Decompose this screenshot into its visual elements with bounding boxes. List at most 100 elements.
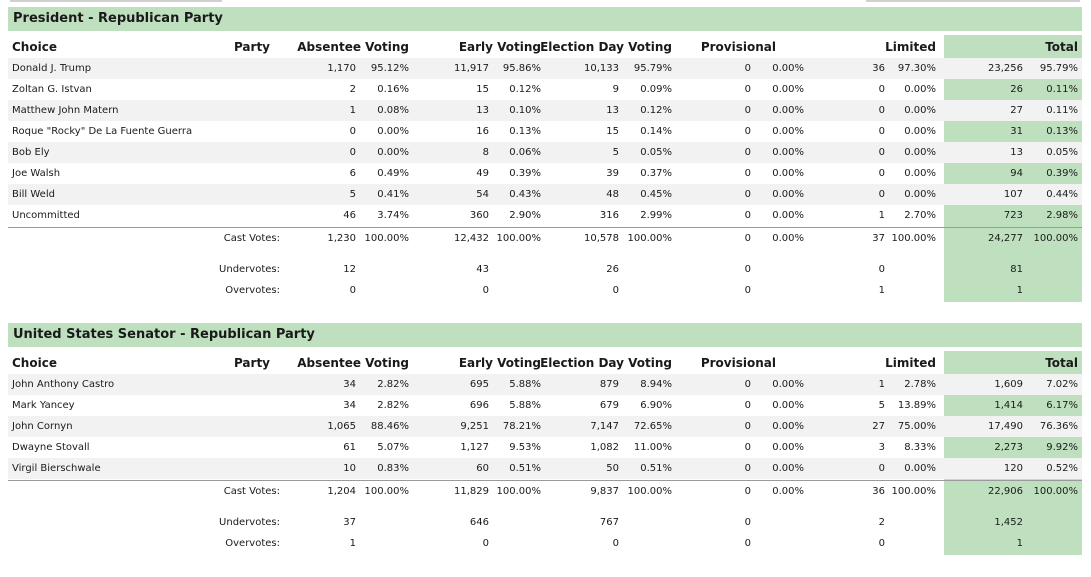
- absentee-votes: 1,170: [327, 63, 356, 74]
- absentee-cast-votes: 1,230: [327, 233, 356, 244]
- provisional-percent: 0.00%: [772, 84, 804, 95]
- early-overvotes: 0: [482, 538, 489, 549]
- total-undervotes: 81: [1010, 264, 1023, 275]
- total-percent: 95.79%: [1039, 63, 1078, 74]
- provisional-votes: 0: [744, 147, 751, 158]
- candidate-name: Donald J. Trump: [12, 63, 92, 74]
- table-row: Bill Weld 5 0.41% 54 0.43% 48 0.45% 0 0.00% 0 0.00…: [8, 184, 1082, 205]
- cast-votes-rule: [8, 227, 1082, 228]
- total-overvotes: 1: [1016, 538, 1023, 549]
- provisional-votes: 0: [744, 168, 751, 179]
- eday-votes: 39: [606, 168, 619, 179]
- limited-percent: 97.30%: [897, 63, 936, 74]
- eday-votes: 1,082: [590, 442, 619, 453]
- absentee-percent: 0.83%: [377, 463, 409, 474]
- early-cast-votes: 11,829: [454, 486, 489, 497]
- eday-percent: 0.12%: [640, 105, 672, 116]
- limited-cast-percent: 100.00%: [891, 486, 937, 497]
- early-overvotes: 0: [482, 285, 489, 296]
- total-votes: 31: [1010, 126, 1023, 137]
- early-percent: 5.88%: [509, 400, 541, 411]
- eday-cast-percent: 100.00%: [627, 233, 673, 244]
- table-row: Matthew John Matern 1 0.08% 13 0.10% 13 0.12% 0…: [8, 100, 1082, 121]
- absentee-cast-percent: 100.00%: [364, 486, 410, 497]
- early-votes: 8: [482, 147, 489, 158]
- early-votes: 54: [476, 189, 489, 200]
- cast-votes-row: Cast Votes: 1,230 100.00% 12,432 100.00% 10,5…: [8, 228, 1082, 249]
- eday-votes: 7,147: [590, 421, 619, 432]
- eday-percent: 6.90%: [640, 400, 672, 411]
- early-percent: 0.12%: [509, 84, 541, 95]
- undervotes-label: Undervotes:: [219, 264, 280, 275]
- limited-votes: 0: [878, 126, 885, 137]
- total-percent: 9.92%: [1046, 442, 1078, 453]
- limited-overvotes: 0: [878, 538, 885, 549]
- early-percent: 5.88%: [509, 379, 541, 390]
- eday-percent: 11.00%: [633, 442, 672, 453]
- provisional-percent: 0.00%: [772, 210, 804, 221]
- absentee-votes: 1: [349, 105, 356, 116]
- limited-percent: 0.00%: [904, 189, 936, 200]
- total-percent: 7.02%: [1046, 379, 1078, 390]
- header-choice: Choice: [12, 356, 57, 370]
- limited-votes: 5: [878, 400, 885, 411]
- early-cast-votes: 12,432: [454, 233, 489, 244]
- table-row: John Cornyn 1,065 88.46% 9,251 78.21% 7,147 72…: [8, 416, 1082, 437]
- limited-percent: 0.00%: [904, 463, 936, 474]
- limited-votes: 3: [878, 442, 885, 453]
- candidate-name: Bill Weld: [12, 189, 55, 200]
- provisional-votes: 0: [744, 105, 751, 116]
- early-percent: 0.43%: [509, 189, 541, 200]
- top-border-left: [10, 0, 222, 2]
- limited-votes: 27: [872, 421, 885, 432]
- absentee-votes: 0: [349, 126, 356, 137]
- header-eday: Election Day Voting: [540, 356, 672, 370]
- limited-percent: 2.70%: [904, 210, 936, 221]
- absentee-votes: 2: [349, 84, 356, 95]
- total-undervotes: 1,452: [994, 517, 1023, 528]
- cast-votes-rule: [8, 480, 1082, 481]
- eday-percent: 95.79%: [633, 63, 672, 74]
- eday-votes: 5: [612, 147, 619, 158]
- provisional-overvotes: 0: [744, 285, 751, 296]
- limited-percent: 2.78%: [904, 379, 936, 390]
- total-percent: 0.52%: [1046, 463, 1078, 474]
- header-early: Early Voting: [458, 40, 541, 54]
- total-percent: 0.39%: [1046, 168, 1078, 179]
- absentee-percent: 0.08%: [377, 105, 409, 116]
- total-percent: 2.98%: [1046, 210, 1078, 221]
- candidate-name: Roque "Rocky" De La Fuente Guerra: [12, 126, 193, 137]
- candidate-name: Joe Walsh: [12, 168, 61, 179]
- absentee-overvotes: 0: [349, 285, 356, 296]
- early-percent: 2.90%: [509, 210, 541, 221]
- undervotes-row: Undervotes: 12 43 26 0 0 81: [8, 259, 1082, 280]
- header-limited: Limited: [885, 40, 936, 54]
- total-percent: 0.05%: [1046, 147, 1078, 158]
- cast-votes-row: Cast Votes: 1,204 100.00% 11,829 100.00% 9,83…: [8, 481, 1082, 502]
- total-votes: 27: [1010, 105, 1023, 116]
- absentee-votes: 34: [343, 400, 356, 411]
- total-cast-votes: 22,906: [988, 486, 1023, 497]
- eday-votes: 879: [599, 379, 619, 390]
- results-section: President - Republican Party Choice Party A…: [8, 7, 1082, 303]
- absentee-undervotes: 37: [343, 517, 356, 528]
- absentee-votes: 5: [349, 189, 356, 200]
- results-section: United States Senator - Republican Party…: [8, 323, 1082, 571]
- early-votes: 696: [469, 400, 489, 411]
- limited-undervotes: 2: [878, 517, 885, 528]
- provisional-percent: 0.00%: [772, 421, 804, 432]
- eday-votes: 15: [606, 126, 619, 137]
- eday-percent: 0.51%: [640, 463, 672, 474]
- header-eday: Election Day Voting: [540, 40, 672, 54]
- limited-undervotes: 0: [878, 264, 885, 275]
- total-percent: 0.11%: [1046, 84, 1078, 95]
- absentee-votes: 61: [343, 442, 356, 453]
- provisional-undervotes: 0: [744, 264, 751, 275]
- eday-cast-percent: 100.00%: [627, 486, 673, 497]
- candidate-name: Virgil Bierschwale: [12, 463, 101, 474]
- early-cast-percent: 100.00%: [496, 486, 542, 497]
- limited-percent: 0.00%: [904, 126, 936, 137]
- early-percent: 9.53%: [509, 442, 541, 453]
- table-row: Roque "Rocky" De La Fuente Guerra 0 0.00% 1…: [8, 121, 1082, 142]
- early-undervotes: 646: [469, 517, 489, 528]
